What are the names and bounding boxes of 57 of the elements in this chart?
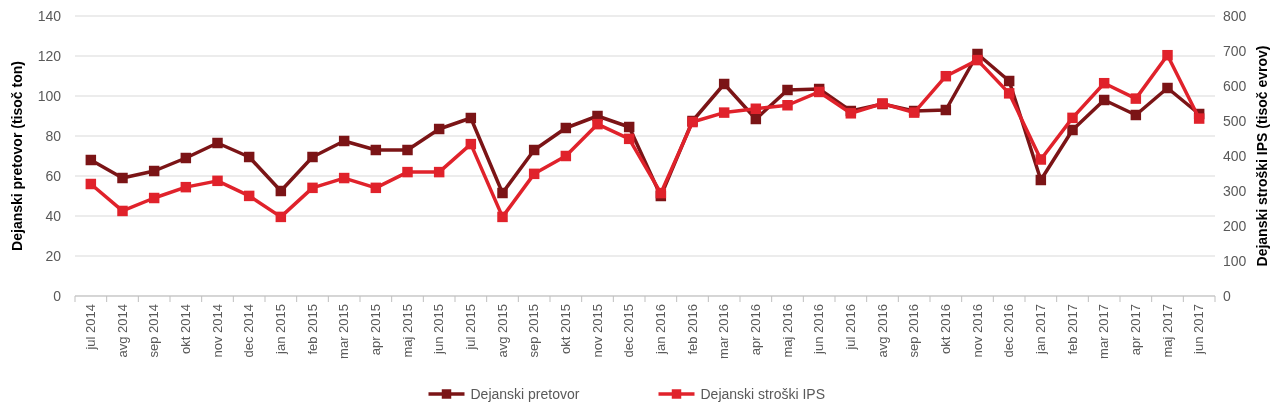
x-tick-label: avg 2015	[494, 304, 510, 358]
y2-tick-label: 300	[1223, 183, 1247, 199]
x-tick-label: maj 2016	[779, 304, 795, 358]
y2-tick-label: 600	[1223, 78, 1247, 94]
x-tick-label: sep 2016	[906, 304, 922, 358]
x-tick-label: maj 2015	[399, 304, 415, 358]
x-tick-label: feb 2016	[684, 304, 700, 355]
x-tick-label: feb 2015	[304, 304, 320, 355]
x-tick-label: nov 2016	[969, 304, 985, 358]
x-tick-label: jul 2014	[82, 304, 98, 351]
x-tick-label: sep 2015	[526, 304, 542, 358]
y2-tick-label: 0	[1223, 288, 1231, 304]
y-tick-label: 100	[37, 88, 62, 104]
x-tick-label: apr 2016	[747, 304, 763, 356]
y-tick-label: 120	[37, 48, 62, 64]
x-tick-label: apr 2015	[367, 304, 383, 356]
y-axis-title: Dejanski pretovor (tisoč ton)	[9, 61, 25, 251]
x-tick-label: sep 2014	[146, 304, 162, 358]
y2-tick-label: 400	[1223, 148, 1247, 164]
y2-tick-label: 500	[1223, 113, 1247, 129]
x-tick-label: dec 2016	[1001, 304, 1017, 358]
x-tick-label: mar 2015	[336, 304, 352, 359]
x-tick-label: nov 2014	[209, 304, 225, 358]
y-tick-label: 80	[45, 128, 62, 144]
y-tick-label: 0	[53, 288, 62, 304]
x-tick-label: okt 2016	[937, 304, 953, 354]
y-tick-label: 60	[45, 168, 62, 184]
x-tick-label: jul 2015	[462, 304, 478, 351]
x-tick-label: avg 2016	[874, 304, 890, 358]
x-tick-label: jan 2016	[652, 304, 668, 355]
x-tick-label: jun 2017	[1191, 304, 1207, 355]
y2-axis-title: Dejanski stroški IPS (tisoč evrov)	[1254, 45, 1270, 267]
x-tick-label: maj 2017	[1159, 304, 1175, 358]
y-tick-label: 140	[37, 8, 62, 24]
legend-label: Dejanski pretovor	[470, 386, 580, 402]
y-tick-label: 20	[45, 248, 62, 264]
x-tick-label: jan 2015	[272, 304, 288, 355]
x-tick-label: jun 2016	[811, 304, 827, 355]
y-tick-label: 40	[45, 208, 62, 224]
x-tick-label: feb 2017	[1064, 304, 1080, 355]
x-tick-label: apr 2017	[1127, 304, 1143, 356]
legend-label: Dejanski stroški IPS	[700, 386, 825, 402]
x-tick-label: avg 2014	[114, 304, 130, 358]
y2-tick-label: 200	[1223, 218, 1247, 234]
x-tick-label: nov 2015	[589, 304, 605, 358]
y2-tick-label: 700	[1223, 43, 1247, 59]
x-tick-label: okt 2014	[177, 304, 193, 354]
x-tick-label: jun 2015	[431, 304, 447, 355]
x-tick-label: okt 2015	[557, 304, 573, 354]
y2-tick-label: 100	[1223, 253, 1247, 269]
x-tick-label: mar 2016	[716, 304, 732, 359]
x-tick-label: jan 2017	[1032, 304, 1048, 355]
x-tick-label: dec 2014	[241, 304, 257, 358]
x-tick-label: jul 2016	[842, 304, 858, 351]
y2-tick-label: 800	[1223, 8, 1247, 24]
x-tick-label: dec 2015	[621, 304, 637, 358]
x-tick-label: mar 2017	[1096, 304, 1112, 359]
